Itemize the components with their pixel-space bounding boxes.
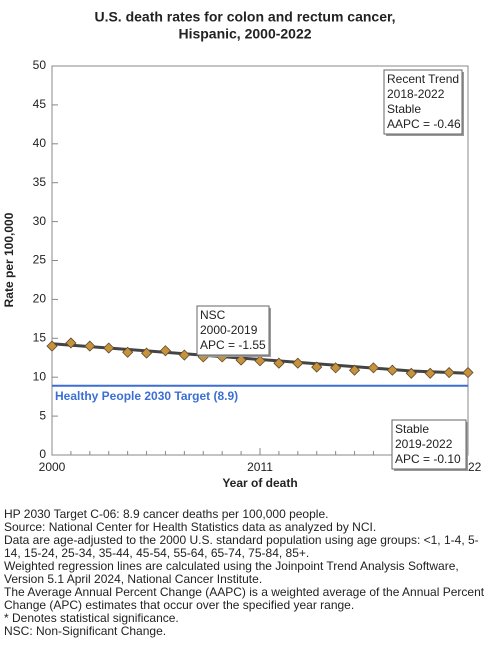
annotation-text: NSC	[200, 308, 226, 322]
annotation-text: APC = -1.55	[200, 338, 266, 352]
x-tick-label: 2000	[39, 460, 66, 474]
data-point	[46, 340, 58, 352]
y-tick-label: 50	[33, 58, 47, 72]
annotation-text: 2018-2022	[387, 87, 445, 101]
data-point	[311, 361, 323, 373]
footnote: Version 5.1 April 2024, National Cancer …	[4, 572, 262, 586]
data-point	[254, 355, 266, 367]
y-tick-label: 0	[39, 447, 46, 461]
footnote: NSC: Non-Significant Change.	[4, 624, 166, 638]
footnote: The Average Annual Percent Change (AAPC)…	[4, 585, 485, 599]
annotation-text: Stable	[395, 422, 429, 436]
footnote: Source: National Center for Health Stati…	[4, 520, 376, 534]
footnote: Change (APC) estimates that occur over t…	[4, 598, 354, 612]
y-tick-label: 45	[33, 97, 47, 111]
data-point	[424, 367, 436, 379]
annotation-box	[391, 419, 467, 470]
annotation-box	[196, 305, 270, 356]
annotation-text: APC = -0.10	[395, 452, 461, 466]
data-point	[140, 347, 153, 359]
annotation-text: 2019-2022	[395, 437, 453, 451]
data-point	[330, 362, 342, 374]
footnote: Weighted regression lines are calculated…	[4, 559, 459, 573]
y-tick-label: 20	[33, 292, 47, 306]
chart-title: U.S. death rates for colon and rectum ca…	[94, 9, 395, 25]
y-tick-label: 40	[33, 136, 47, 150]
data-point	[386, 364, 398, 376]
data-point	[348, 364, 361, 376]
annotation-text: Stable	[387, 102, 421, 116]
annotation-text: 2000-2019	[200, 323, 258, 337]
y-tick-label: 10	[33, 369, 47, 383]
annotation-box	[383, 69, 463, 135]
data-point	[273, 357, 285, 369]
data-point	[178, 349, 190, 361]
data-point	[443, 366, 455, 379]
data-point	[292, 357, 304, 369]
data-point	[159, 345, 172, 357]
data-point	[405, 367, 417, 379]
footnote: 14, 15-24, 25-34, 35-44, 45-54, 55-64, 6…	[4, 546, 309, 560]
data-point	[122, 346, 134, 358]
data-point	[103, 342, 115, 354]
y-tick-label: 25	[33, 253, 47, 267]
y-tick-label: 5	[39, 408, 46, 422]
y-tick-label: 30	[33, 214, 47, 228]
x-tick-label: 2011	[247, 460, 273, 474]
y-tick-label: 35	[33, 175, 47, 189]
data-point	[462, 366, 474, 379]
footnote: HP 2030 Target C-06: 8.9 cancer deaths p…	[4, 507, 328, 521]
annotation-text: AAPC = -0.46	[387, 117, 461, 131]
data-point	[235, 354, 247, 366]
data-point	[65, 337, 77, 349]
footnote: * Denotes statistical significance.	[4, 611, 179, 625]
y-tick-label: 15	[33, 330, 47, 344]
data-point	[367, 362, 380, 374]
y-axis-title: Rate per 100,000	[2, 212, 16, 307]
x-axis-title: Year of death	[222, 476, 297, 490]
target-label: Healthy People 2030 Target (8.9)	[55, 389, 238, 403]
data-point	[84, 340, 96, 352]
annotation-text: Recent Trend	[387, 72, 459, 86]
footnote: Data are age-adjusted to the 2000 U.S. s…	[4, 533, 479, 547]
chart-title: Hispanic, 2000-2022	[178, 26, 311, 42]
